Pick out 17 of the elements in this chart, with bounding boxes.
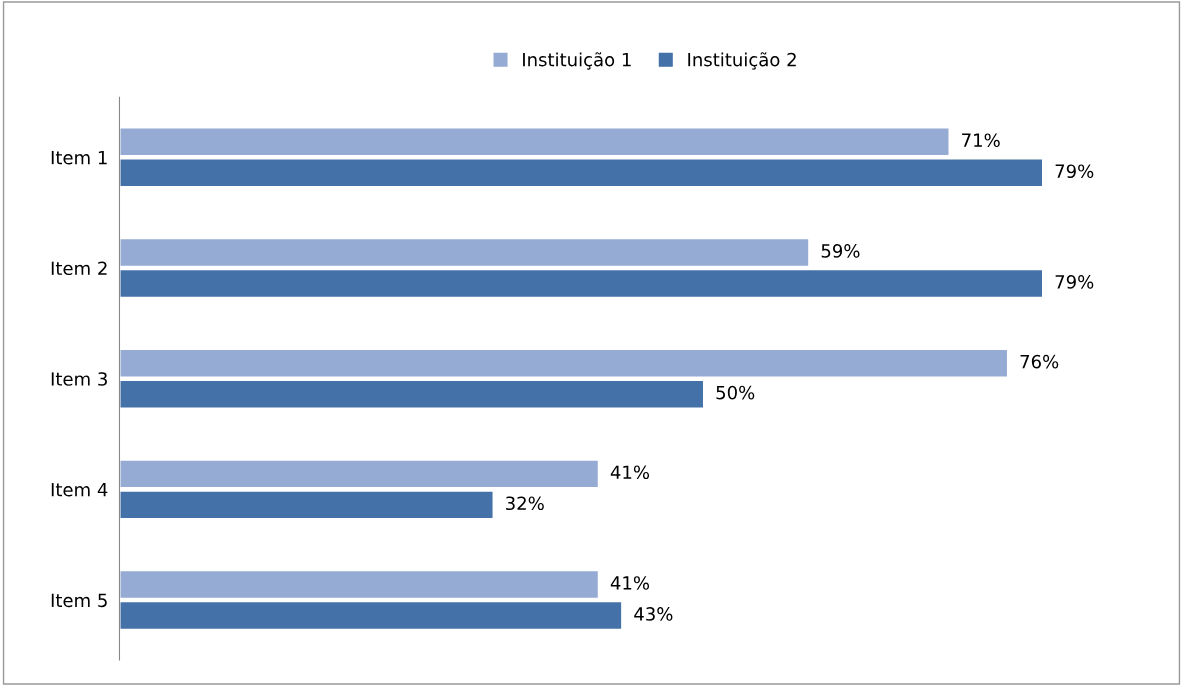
data-label: 76% [1020, 354, 1059, 369]
y-tick-label: Item 2 [51, 261, 107, 276]
data-label: 41% [610, 465, 650, 480]
legend-label: Instituição 2 [688, 52, 796, 70]
data-label: 50% [716, 385, 755, 400]
y-tick-label: Item 1 [51, 151, 107, 165]
y-tick-label: Item 3 [51, 372, 107, 386]
y-tick-label: Item 4 [51, 483, 108, 497]
data-label: 71% [962, 133, 1000, 148]
data-label: 43% [634, 607, 673, 621]
data-label: 79% [1055, 275, 1094, 289]
data-label: 32% [506, 496, 544, 511]
legend-label: Instituição 1 [523, 52, 631, 70]
data-label: 79% [1055, 164, 1094, 179]
data-label: 59% [821, 244, 860, 258]
data-label: 41% [610, 576, 650, 590]
y-tick-label: Item 5 [51, 593, 107, 608]
